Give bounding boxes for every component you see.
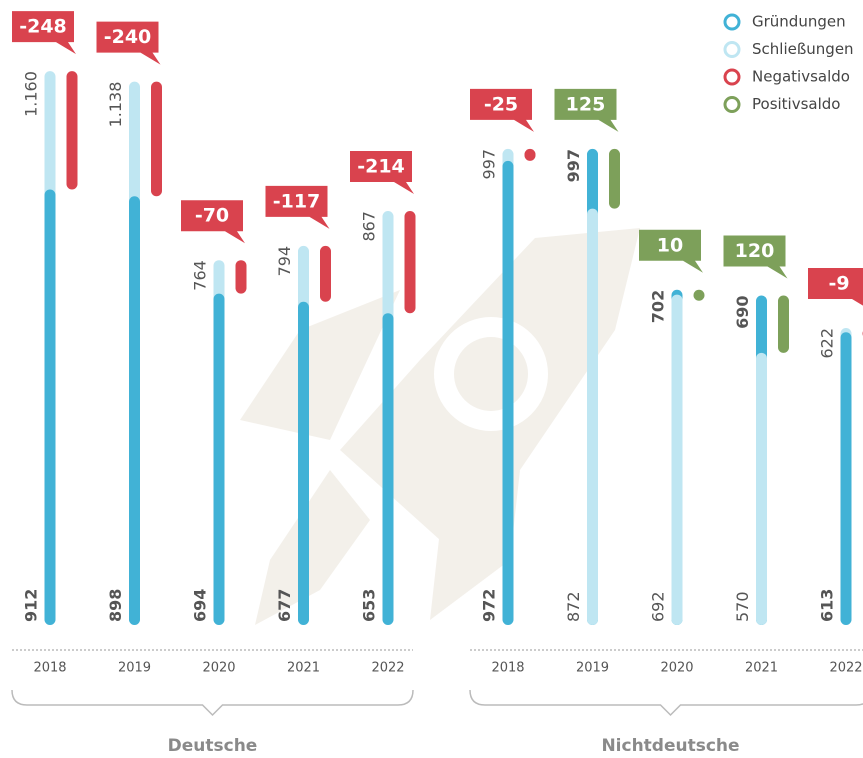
- x-tick-label: 2021: [745, 661, 778, 676]
- x-tick-label: 2018: [491, 661, 524, 676]
- x-tick-label: 2022: [371, 661, 404, 676]
- legend-marker: [725, 70, 739, 84]
- saldo-bar: [609, 149, 620, 209]
- saldo-label: 120: [735, 240, 775, 262]
- group-brace: [12, 690, 413, 715]
- x-tick-label: 2019: [118, 661, 151, 676]
- value-label: 653: [360, 589, 379, 622]
- x-tick-label: 2019: [576, 661, 609, 676]
- bar: [756, 353, 767, 625]
- saldo-bar: [67, 71, 78, 189]
- value-label: 764: [191, 260, 210, 291]
- value-label: 622: [818, 328, 837, 359]
- value-label: 677: [275, 589, 294, 622]
- saldo-label: -70: [195, 205, 229, 227]
- legend-marker: [725, 15, 739, 29]
- legend-label: Schließungen: [752, 40, 854, 58]
- saldo-label: -9: [828, 272, 849, 294]
- saldo-label: -248: [19, 16, 67, 38]
- value-label: 912: [22, 589, 41, 622]
- value-label: 872: [564, 591, 583, 622]
- bar: [841, 332, 852, 625]
- saldo-bar: [320, 246, 331, 302]
- value-label: 867: [360, 211, 379, 242]
- chart: Gründungen Schließungen Negativsaldo Positi…: [0, 0, 863, 758]
- x-tick-label: 2022: [829, 661, 862, 676]
- saldo-bar: [405, 211, 416, 313]
- x-tick-label: 2021: [287, 661, 320, 676]
- x-tick-label: 2018: [33, 661, 66, 676]
- bar: [214, 294, 225, 625]
- legend-label: Positivsaldo: [752, 95, 840, 113]
- saldo-label: -117: [273, 190, 321, 212]
- saldo-label: -214: [357, 156, 405, 178]
- bar: [503, 161, 514, 625]
- group-brace: [470, 690, 863, 715]
- value-label: 613: [818, 589, 837, 622]
- bar: [672, 295, 683, 625]
- legend-marker: [725, 43, 739, 57]
- legend-label: Negativsaldo: [752, 68, 850, 86]
- saldo-bar: [236, 260, 247, 293]
- value-label: 794: [275, 246, 294, 277]
- saldo-bar: [151, 82, 162, 197]
- saldo-bar: [525, 149, 536, 161]
- saldo-bar: [694, 290, 705, 301]
- bar: [587, 209, 598, 625]
- value-label: 1.160: [22, 71, 41, 117]
- saldo-bar: [778, 296, 789, 353]
- value-label: 1.138: [106, 82, 125, 128]
- saldo-label: 125: [566, 93, 606, 115]
- value-label: 702: [649, 290, 668, 323]
- legend-label: Gründungen: [752, 13, 846, 31]
- saldo-label: 10: [657, 234, 683, 256]
- group-label: Deutsche: [168, 736, 258, 756]
- value-label: 570: [733, 591, 752, 622]
- page: {"chart_data": {"type": "bar", "groups":…: [0, 0, 863, 758]
- x-tick-label: 2020: [202, 661, 235, 676]
- value-label: 694: [191, 589, 210, 622]
- value-label: 692: [649, 591, 668, 622]
- value-label: 972: [480, 589, 499, 622]
- group-label: Nichtdeutsche: [601, 736, 739, 756]
- value-label: 997: [564, 149, 583, 182]
- x-tick-label: 2020: [660, 661, 693, 676]
- saldo-label: -240: [104, 26, 152, 48]
- legend-marker: [725, 98, 739, 112]
- value-label: 898: [106, 589, 125, 622]
- bar: [129, 196, 140, 625]
- value-label: 997: [480, 149, 499, 180]
- bar: [298, 302, 309, 625]
- saldo-label: -25: [484, 93, 518, 115]
- bar: [383, 313, 394, 625]
- value-label: 690: [733, 296, 752, 329]
- bar: [45, 190, 56, 625]
